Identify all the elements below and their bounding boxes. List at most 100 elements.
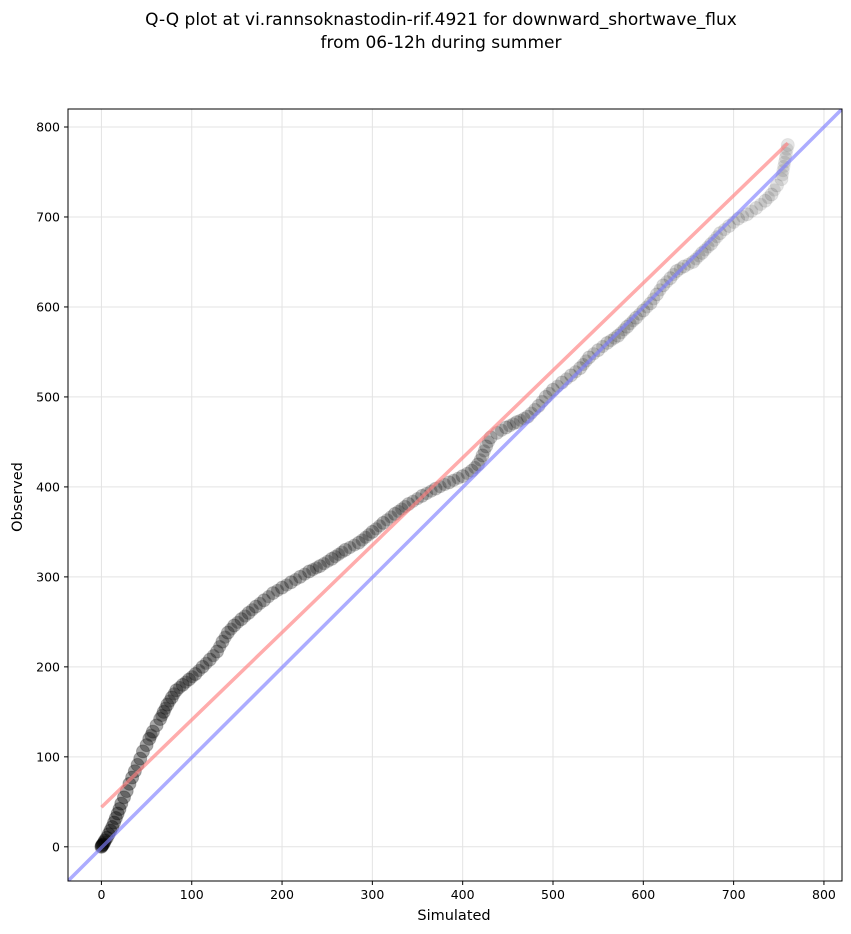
data-point bbox=[234, 612, 249, 627]
data-point bbox=[447, 473, 461, 487]
data-point bbox=[643, 296, 658, 311]
data-point bbox=[338, 542, 353, 557]
data-point bbox=[331, 547, 345, 561]
y-tick-label: 600 bbox=[36, 299, 60, 314]
data-point bbox=[241, 605, 256, 620]
x-axis-label: Simulated bbox=[417, 908, 490, 924]
data-point bbox=[749, 200, 764, 215]
data-point bbox=[108, 811, 123, 826]
data-point bbox=[107, 815, 122, 830]
data-point bbox=[473, 453, 487, 467]
data-point bbox=[245, 603, 259, 617]
data-point bbox=[509, 415, 524, 430]
data-point bbox=[206, 649, 220, 663]
data-point bbox=[740, 207, 755, 222]
y-tick-label: 0 bbox=[52, 839, 60, 854]
data-point bbox=[127, 764, 142, 779]
plot-area bbox=[68, 109, 842, 881]
data-point bbox=[238, 609, 252, 623]
data-point bbox=[116, 790, 131, 805]
x-tick-label: 200 bbox=[270, 887, 294, 902]
data-point bbox=[144, 728, 158, 742]
data-point bbox=[669, 263, 684, 278]
data-point bbox=[133, 751, 148, 766]
data-point bbox=[105, 820, 120, 835]
data-point bbox=[149, 718, 164, 733]
data-point bbox=[761, 191, 775, 205]
data-point bbox=[156, 704, 171, 719]
data-point bbox=[167, 687, 181, 701]
data-point bbox=[343, 540, 357, 554]
data-point bbox=[506, 417, 520, 431]
data-point bbox=[114, 796, 129, 811]
data-point bbox=[163, 694, 177, 708]
data-point bbox=[713, 226, 728, 241]
data-point bbox=[587, 347, 601, 361]
data-point bbox=[365, 524, 380, 539]
data-point bbox=[275, 580, 290, 595]
x-tick-label: 0 bbox=[97, 887, 105, 902]
data-point bbox=[306, 563, 320, 577]
data-point bbox=[576, 358, 590, 372]
data-point bbox=[112, 802, 127, 817]
data-point bbox=[145, 724, 160, 739]
data-point bbox=[617, 323, 631, 337]
data-point bbox=[745, 204, 759, 218]
grid-lines bbox=[68, 109, 842, 881]
data-point bbox=[764, 187, 779, 202]
data-point bbox=[384, 510, 398, 524]
data-point bbox=[97, 835, 112, 850]
x-tick-label: 600 bbox=[631, 887, 655, 902]
data-point bbox=[369, 522, 383, 536]
data-point bbox=[188, 667, 203, 682]
data-point bbox=[569, 365, 583, 379]
data-point bbox=[220, 625, 235, 640]
data-point bbox=[122, 776, 137, 791]
data-point bbox=[256, 593, 271, 608]
data-point bbox=[611, 328, 626, 343]
y-tick-label: 300 bbox=[36, 569, 60, 584]
data-point bbox=[335, 545, 349, 559]
y-tick-label: 800 bbox=[36, 119, 60, 134]
data-point bbox=[210, 644, 225, 659]
data-point bbox=[169, 683, 184, 698]
data-point bbox=[636, 303, 651, 318]
data-point bbox=[280, 578, 294, 592]
data-point bbox=[481, 435, 495, 449]
data-point bbox=[192, 663, 206, 677]
y-tick-label: 500 bbox=[36, 389, 60, 404]
x-tick-label: 400 bbox=[451, 887, 475, 902]
data-point bbox=[231, 615, 245, 629]
data-point bbox=[159, 701, 173, 715]
data-point bbox=[351, 535, 366, 550]
scatter-points bbox=[94, 137, 795, 854]
data-point bbox=[317, 557, 331, 571]
x-tick-label: 300 bbox=[360, 887, 384, 902]
data-point bbox=[376, 515, 391, 530]
y-tick-label: 200 bbox=[36, 659, 60, 674]
data-point bbox=[227, 618, 242, 633]
chart-title-line-1: Q-Q plot at vi.rannsoknastodin-rif.4921 … bbox=[145, 10, 737, 30]
data-point bbox=[495, 423, 509, 437]
y-axis-label: Observed bbox=[10, 462, 26, 532]
data-point bbox=[460, 466, 474, 480]
data-point bbox=[224, 622, 238, 636]
data-point bbox=[253, 596, 267, 610]
data-point bbox=[293, 569, 308, 584]
data-point bbox=[718, 223, 732, 237]
data-point bbox=[758, 193, 773, 208]
data-point bbox=[767, 183, 781, 197]
data-point bbox=[328, 550, 342, 564]
data-point bbox=[499, 420, 514, 435]
data-point bbox=[302, 564, 317, 579]
data-point bbox=[620, 319, 635, 334]
data-point bbox=[774, 172, 789, 187]
y-tick-label: 100 bbox=[36, 749, 60, 764]
data-point bbox=[164, 690, 179, 705]
data-point bbox=[139, 738, 154, 753]
data-point bbox=[455, 469, 470, 484]
data-point bbox=[380, 513, 394, 527]
data-point bbox=[153, 712, 168, 727]
data-point bbox=[564, 368, 579, 383]
